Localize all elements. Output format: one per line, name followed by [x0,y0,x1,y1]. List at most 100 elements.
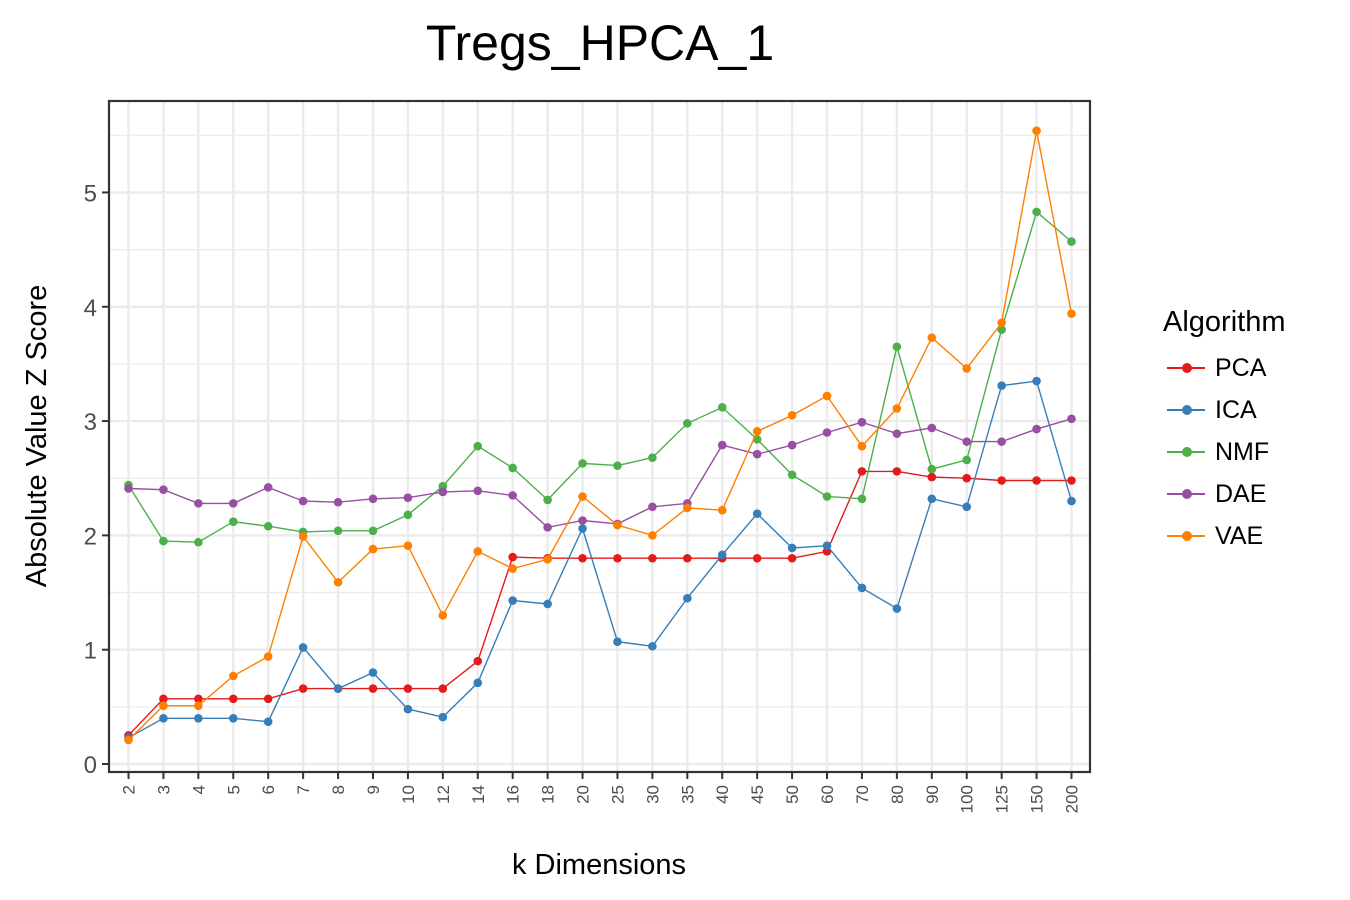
legend-item-nmf: NMF [1163,431,1286,473]
point-pca [578,553,587,563]
x-tick-label: 90 [923,785,942,804]
x-tick-label: 14 [469,785,488,804]
point-vae [368,544,378,554]
point-ica [1067,496,1076,506]
point-dae [194,499,203,508]
line-ica [128,380,1073,739]
point-dae [648,502,657,512]
point-ica [368,668,378,677]
x-tick-label: 150 [1028,785,1047,813]
point-nmf [228,517,238,526]
point-pca [927,472,937,482]
x-tick-label: 100 [958,785,977,813]
point-ica [194,713,203,723]
point-ica [787,543,797,553]
legend-item-pca: PCA [1163,347,1286,389]
line-dae [128,418,1072,529]
point-vae [613,520,622,530]
legend-key [1163,437,1211,467]
point-vae [403,541,413,550]
point-dae [508,491,517,500]
point-dae [717,440,727,450]
point-vae [298,532,308,541]
point-dae [822,428,832,437]
series-pca [124,467,1076,740]
chart-title: Tregs_HPCA_1 [425,15,775,71]
point-nmf [368,526,378,536]
point-vae [333,577,343,587]
point-ica [927,494,937,504]
x-tick-label: 4 [189,785,208,794]
point-ica [438,712,448,722]
point-nmf [892,342,902,352]
y-axis-label: Absolute Value Z Score [21,285,53,588]
point-dae [1067,414,1076,424]
point-vae [1067,309,1076,318]
x-tick-label: 50 [783,785,802,804]
x-tick-label: 70 [853,785,872,804]
x-tick-label: 45 [748,785,767,804]
point-nmf [997,325,1006,334]
x-tick-label: 60 [818,785,837,804]
point-dae [857,417,867,427]
point-vae [857,441,867,451]
point-dae [473,486,483,496]
point-nmf [263,521,273,531]
point-dae [962,437,972,446]
point-nmf [194,537,203,547]
x-tick-label: 25 [608,785,627,804]
series-vae [124,126,1076,745]
point-nmf [508,463,517,473]
x-tick-label: 16 [504,785,523,804]
point-pca [892,467,902,476]
point-vae [508,564,517,573]
point-vae [473,547,483,556]
y-tick-label: 0 [84,752,97,779]
point-ica [717,550,727,560]
point-ica [648,641,657,651]
point-nmf [403,510,413,520]
point-vae [752,427,762,436]
legend-label: VAE [1215,521,1264,550]
point-nmf [543,495,552,505]
point-dae [1032,424,1041,434]
point-dae [752,449,762,459]
point-pca [298,684,308,693]
point-vae [648,531,657,540]
y-tick-label: 3 [84,409,97,436]
point-ica [857,583,867,593]
legend-key [1163,521,1211,551]
x-tick-label: 20 [574,785,593,804]
point-nmf [683,419,692,428]
x-tick-label: 80 [888,785,907,804]
point-vae [892,404,902,413]
point-ica [543,599,552,609]
point-vae [438,611,448,620]
point-pca [473,656,483,666]
point-pca [1032,476,1041,485]
point-pca [194,694,203,704]
point-ica [822,541,832,550]
point-nmf [159,536,168,546]
point-nmf [822,492,832,501]
point-pca [1067,476,1076,485]
y-tick-label: 5 [84,180,97,207]
point-ica [892,604,902,613]
point-pca [787,553,797,563]
point-dae [787,440,797,450]
point-nmf [333,526,343,536]
panel-border [107,99,1092,774]
point-pca [648,553,657,563]
x-tick-label: 8 [329,785,348,794]
point-dae [927,423,937,433]
point-vae [159,701,168,711]
point-ica [298,643,308,652]
point-ica [578,524,587,533]
point-ica [997,381,1006,390]
point-pca [962,473,972,483]
point-dae [892,429,902,438]
grid [109,101,1090,772]
point-dae [997,437,1006,446]
point-nmf [578,459,587,468]
point-pca [752,553,762,563]
